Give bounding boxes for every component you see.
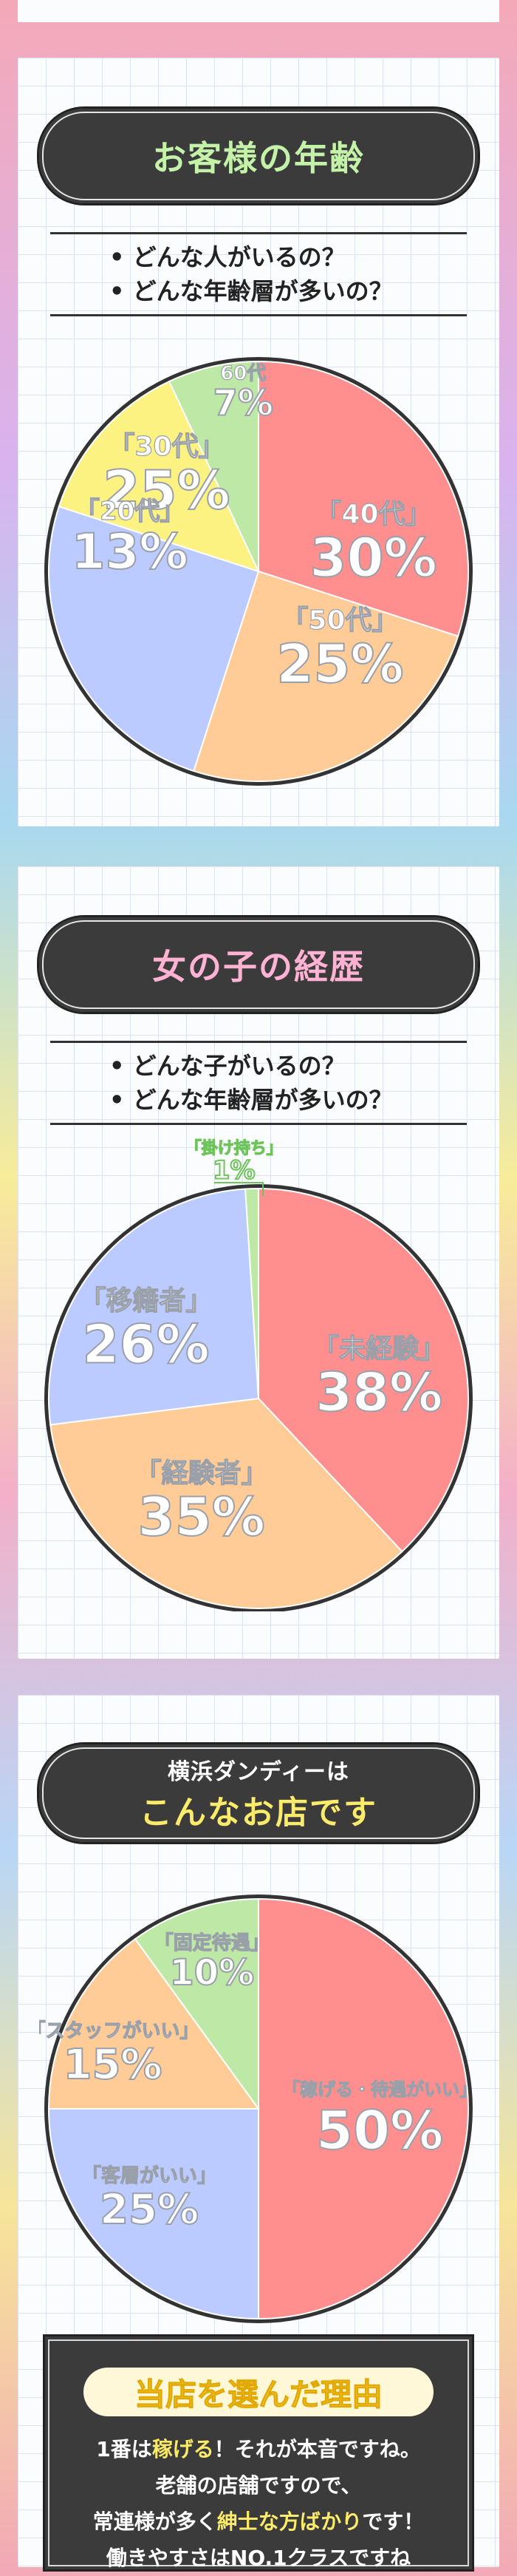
- reason-line: 老舗の店舗ですので、: [155, 2473, 362, 2498]
- reason-highlight: 稼げる: [151, 2437, 214, 2461]
- slice-label: 「40代」: [315, 500, 432, 530]
- slice-label: 60代: [220, 363, 266, 385]
- reason-text: 1番は稼げる！それが本音ですね。 老舗の店舗ですので、 常連様が多く紳士な方ばか…: [45, 2431, 472, 2576]
- pie-slice: [47, 1937, 260, 2110]
- pie-slice: [192, 570, 459, 782]
- slice-value: 25%: [276, 633, 403, 695]
- slice-label: 「20代」: [75, 497, 185, 526]
- section-title-pill: お客様の年齢: [37, 106, 480, 205]
- pie-slice: [258, 360, 469, 638]
- slice-value: 50%: [316, 2099, 443, 2161]
- slice-value: 25%: [103, 459, 230, 521]
- reason-text-part: です！: [362, 2509, 425, 2534]
- previous-panel-edge: [18, 0, 499, 22]
- slice-label: 「経験者」: [135, 1458, 268, 1489]
- slice-label: 「固定待遇」: [154, 1931, 270, 1954]
- slice-label: 「客層がいい」: [82, 2164, 216, 2187]
- slice-label: 「未経験」: [312, 1334, 445, 1365]
- reason-heading-pill: 当店を選んだ理由: [83, 2368, 434, 2416]
- slice-value: 38%: [315, 1362, 442, 1424]
- question-item: • どんな年齢層が多いの？: [109, 277, 393, 305]
- slice-value: 10%: [169, 1952, 254, 1994]
- pie-slice: [134, 1897, 259, 2112]
- pie-slice: [48, 505, 260, 772]
- slice-value: 25%: [100, 2186, 199, 2234]
- section-title: お客様の年齢: [152, 138, 365, 178]
- pie-slice: [48, 1188, 260, 1426]
- reason-heading: 当店を選んだ理由: [134, 2376, 383, 2413]
- section-title-pill: 横浜ダンディーは こんなお店です: [37, 1742, 480, 1844]
- reason-text-part: 常連様が多く: [92, 2509, 217, 2534]
- reason-highlight: 紳士な方ばかり: [216, 2509, 363, 2534]
- shop-panel: 横浜ダンディーは こんなお店です 「稼げる・待遇がいい」 50% 「客層がいい」 25…: [18, 1695, 499, 2567]
- pie-slice: [58, 380, 260, 573]
- pie-slice: [244, 1187, 259, 1399]
- pie-slice: [49, 1397, 403, 1609]
- slice-value: 15%: [63, 2041, 162, 2089]
- girls-background-panel: 女の子の経歴 • どんな子がいるの？ • どんな年齢層が多いの？ 「未経験」 38…: [18, 866, 499, 1659]
- pie-slice: [258, 1187, 469, 1553]
- slice-value: 30%: [309, 527, 436, 589]
- slice-value: 13%: [72, 523, 188, 580]
- reason-box: 当店を選んだ理由 1番は稼げる！それが本音ですね。 老舗の店舗ですので、 常連様…: [43, 2334, 474, 2572]
- shop-pie-chart: 「稼げる・待遇がいい」50% 「客層がいい」25% 「スタッフがいい」15% 「固定待…: [39, 1894, 478, 2323]
- slice-label: 「移籍者」: [80, 1286, 213, 1316]
- background-pie-chart: 「未経験」38% 「経験者」35% 「移籍者」26% 「掛け持ち」1%: [44, 1139, 473, 1611]
- leader-line: [214, 1182, 264, 1196]
- slice-value: 35%: [137, 1486, 264, 1548]
- reason-line: 働きやすさはNO.1クラスですね: [106, 2546, 411, 2570]
- pie-slice: [258, 1897, 469, 2320]
- pie-slice: [47, 2108, 259, 2320]
- slice-label: 「掛け持ち」: [185, 1139, 283, 1158]
- section-title-pill: 女の子の経歴: [37, 915, 480, 1014]
- question-list: • どんな人がいるの？ • どんな年齢層が多いの？: [50, 232, 467, 316]
- section-subtitle: 横浜ダンディーは: [168, 1759, 349, 1785]
- question-item: • どんな子がいるの？: [109, 1052, 346, 1080]
- slice-label: 「稼げる・待遇がいい」: [282, 2079, 477, 2100]
- slice-value: 26%: [82, 1314, 209, 1376]
- reason-text-part: ！それが本音ですね。: [213, 2437, 421, 2461]
- section-title: 女の子の経歴: [152, 947, 365, 987]
- question-item: • どんな人がいるの？: [109, 243, 346, 271]
- slice-label: 「30代」: [108, 432, 225, 462]
- slice-label: 「スタッフがいい」: [39, 2019, 199, 2042]
- pie-slice: [168, 360, 259, 572]
- slice-value: 1%: [213, 1155, 256, 1185]
- section-title: こんなお店です: [140, 1794, 377, 1832]
- slice-label: 「50代」: [281, 605, 398, 636]
- customer-age-panel: お客様の年齢 • どんな人がいるの？ • どんな年齢層が多いの？ 「40代」 30…: [18, 58, 499, 826]
- reason-text-part: 1番は: [96, 2437, 152, 2461]
- question-item: • どんな年齢層が多いの？: [109, 1086, 393, 1114]
- slice-value: 7%: [213, 383, 273, 424]
- question-list: • どんな子がいるの？ • どんな年齢層が多いの？: [50, 1041, 467, 1125]
